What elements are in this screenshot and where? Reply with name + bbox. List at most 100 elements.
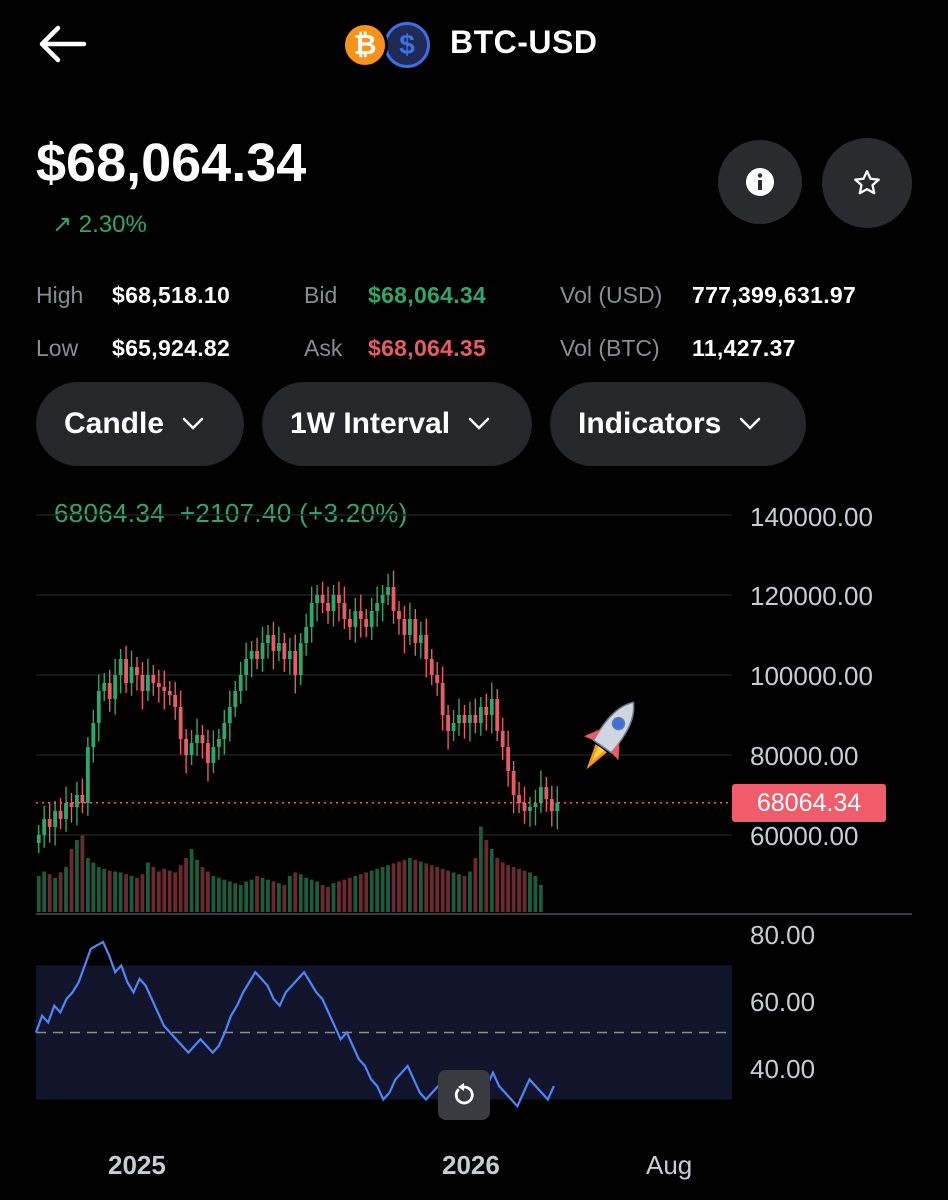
candle-body	[424, 635, 429, 659]
volume-bar	[276, 883, 281, 912]
volume-bar	[260, 877, 265, 912]
volume-bar	[151, 867, 156, 912]
volume-bar	[249, 879, 254, 912]
candle-body	[386, 587, 390, 595]
candle-body	[304, 627, 309, 643]
candle-body	[91, 723, 96, 747]
low-value: $65,924.82	[112, 335, 231, 361]
ask-label: Ask	[304, 335, 343, 361]
volume-bar	[489, 849, 494, 912]
candle-body	[271, 635, 276, 651]
volume-bar	[364, 872, 369, 912]
volume-bar	[375, 868, 380, 912]
candle-body	[358, 611, 363, 619]
candle-body	[58, 811, 63, 819]
header-bar: ₿ $ BTC-USD	[0, 0, 948, 100]
volume-bar	[337, 881, 341, 912]
chart-type-dropdown[interactable]: Candle	[36, 382, 244, 466]
volume-bar	[167, 870, 172, 912]
candle-body	[375, 603, 380, 611]
candle-body	[473, 715, 478, 723]
volume-bar	[413, 859, 418, 912]
volume-bar	[457, 874, 461, 912]
volume-bar	[85, 858, 90, 912]
volume-bar	[140, 874, 145, 912]
readout-change: +2107.40 (+3.20%)	[179, 498, 408, 528]
candle-body	[489, 699, 494, 715]
candle-body	[42, 819, 47, 835]
volume-bar	[162, 868, 167, 912]
current-price: $68,064.34	[36, 133, 307, 193]
candle-body	[364, 619, 369, 627]
price-change-percent: 2.30%	[78, 211, 147, 238]
indicators-label: Indicators	[578, 407, 722, 440]
high-label: High	[36, 282, 84, 308]
volume-bar	[369, 870, 374, 912]
candle-body	[538, 787, 543, 803]
reset-icon	[454, 1083, 474, 1105]
candle-body	[156, 683, 161, 687]
candle-body	[544, 787, 549, 799]
volume-bar	[473, 858, 478, 912]
ask-value: $68,064.35	[368, 335, 487, 361]
candle-body	[151, 675, 156, 683]
candle-body	[451, 723, 456, 731]
bitcoin-coin-icon: ₿	[342, 22, 388, 68]
back-arrow-icon[interactable]	[36, 22, 88, 66]
candle-body	[206, 743, 210, 763]
last-price-tag: 68064.34	[732, 784, 886, 822]
candle-body	[369, 611, 374, 627]
date-axis-tick: 2026	[442, 1150, 500, 1180]
volume-bar	[506, 865, 511, 912]
candle-body	[118, 659, 123, 675]
candle-body	[298, 643, 303, 675]
reset-zoom-button[interactable]	[438, 1070, 490, 1120]
pair-title: BTC-USD	[450, 24, 598, 60]
candle-body	[315, 595, 320, 603]
volume-bar	[156, 871, 161, 912]
volume-bar	[358, 874, 363, 912]
volume-bar	[478, 826, 483, 912]
candle-body	[244, 659, 249, 675]
candle-body	[53, 811, 58, 827]
vol-usd-label: Vol (USD)	[560, 282, 663, 308]
volume-bar	[462, 876, 467, 912]
candle-body	[266, 635, 270, 643]
favorite-button[interactable]	[822, 138, 912, 228]
interval-label: 1W Interval	[290, 407, 451, 440]
volume-bar	[184, 858, 189, 912]
price-axis-tick: 140000.00	[750, 502, 873, 532]
volume-bar	[326, 886, 330, 912]
volume-bar	[391, 863, 396, 912]
candle-body	[80, 795, 85, 803]
volume-bar	[522, 870, 527, 912]
chevron-down-icon	[468, 417, 490, 430]
candle-body	[555, 802, 560, 811]
volume-bar	[227, 881, 232, 912]
volume-bar	[435, 867, 440, 912]
candle-body	[413, 619, 418, 643]
candle-body	[173, 695, 178, 707]
interval-dropdown[interactable]: 1W Interval	[262, 382, 532, 466]
candle-body	[462, 715, 467, 723]
candle-body	[309, 603, 314, 627]
date-axis-tick: 2025	[108, 1150, 166, 1180]
indicators-dropdown[interactable]: Indicators	[550, 382, 806, 466]
candle-body	[227, 707, 232, 723]
volume-bar	[402, 859, 407, 912]
vol-btc-label: Vol (BTC)	[560, 335, 660, 361]
volume-bar	[206, 871, 210, 912]
candle-body	[135, 667, 139, 675]
volume-bar	[238, 885, 243, 912]
candle-body	[167, 691, 172, 695]
volume-bar	[222, 879, 227, 912]
volume-bar	[397, 861, 401, 912]
volume-bar	[42, 871, 47, 912]
volume-bar	[189, 849, 194, 912]
candle-body	[287, 651, 292, 659]
volume-bar	[418, 861, 423, 912]
bid-label: Bid	[304, 282, 338, 308]
volume-bar	[446, 870, 451, 912]
info-button[interactable]	[718, 140, 802, 224]
volume-bar	[347, 877, 352, 912]
